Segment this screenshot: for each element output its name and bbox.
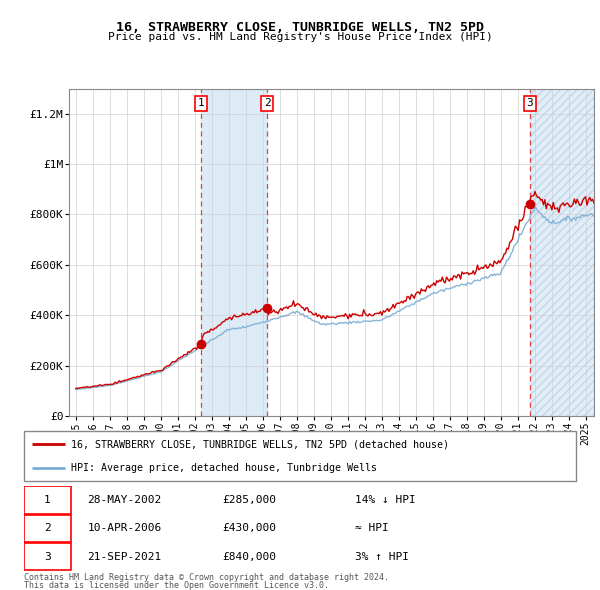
Text: 3% ↑ HPI: 3% ↑ HPI bbox=[355, 552, 409, 562]
FancyBboxPatch shape bbox=[24, 431, 576, 481]
Bar bbox=[530, 88, 594, 416]
FancyBboxPatch shape bbox=[24, 543, 71, 571]
Text: 2: 2 bbox=[44, 523, 51, 533]
Text: This data is licensed under the Open Government Licence v3.0.: This data is licensed under the Open Gov… bbox=[24, 581, 329, 590]
Bar bbox=[530, 88, 594, 416]
Text: 16, STRAWBERRY CLOSE, TUNBRIDGE WELLS, TN2 5PD (detached house): 16, STRAWBERRY CLOSE, TUNBRIDGE WELLS, T… bbox=[71, 439, 449, 449]
Text: Price paid vs. HM Land Registry's House Price Index (HPI): Price paid vs. HM Land Registry's House … bbox=[107, 32, 493, 42]
Text: 1: 1 bbox=[44, 495, 51, 505]
Text: 14% ↓ HPI: 14% ↓ HPI bbox=[355, 495, 416, 505]
Text: 10-APR-2006: 10-APR-2006 bbox=[88, 523, 162, 533]
Text: HPI: Average price, detached house, Tunbridge Wells: HPI: Average price, detached house, Tunb… bbox=[71, 463, 377, 473]
Text: 16, STRAWBERRY CLOSE, TUNBRIDGE WELLS, TN2 5PD: 16, STRAWBERRY CLOSE, TUNBRIDGE WELLS, T… bbox=[116, 21, 484, 34]
Bar bbox=[201, 88, 267, 416]
Text: £840,000: £840,000 bbox=[223, 552, 277, 562]
Text: 21-SEP-2021: 21-SEP-2021 bbox=[88, 552, 162, 562]
FancyBboxPatch shape bbox=[24, 514, 71, 542]
Text: 3: 3 bbox=[526, 99, 533, 109]
Text: 28-MAY-2002: 28-MAY-2002 bbox=[88, 495, 162, 505]
Text: 3: 3 bbox=[44, 552, 51, 562]
Text: £430,000: £430,000 bbox=[223, 523, 277, 533]
Text: Contains HM Land Registry data © Crown copyright and database right 2024.: Contains HM Land Registry data © Crown c… bbox=[24, 573, 389, 582]
Text: £285,000: £285,000 bbox=[223, 495, 277, 505]
Text: 1: 1 bbox=[198, 99, 205, 109]
FancyBboxPatch shape bbox=[24, 486, 71, 514]
Text: ≈ HPI: ≈ HPI bbox=[355, 523, 389, 533]
Text: 2: 2 bbox=[264, 99, 271, 109]
